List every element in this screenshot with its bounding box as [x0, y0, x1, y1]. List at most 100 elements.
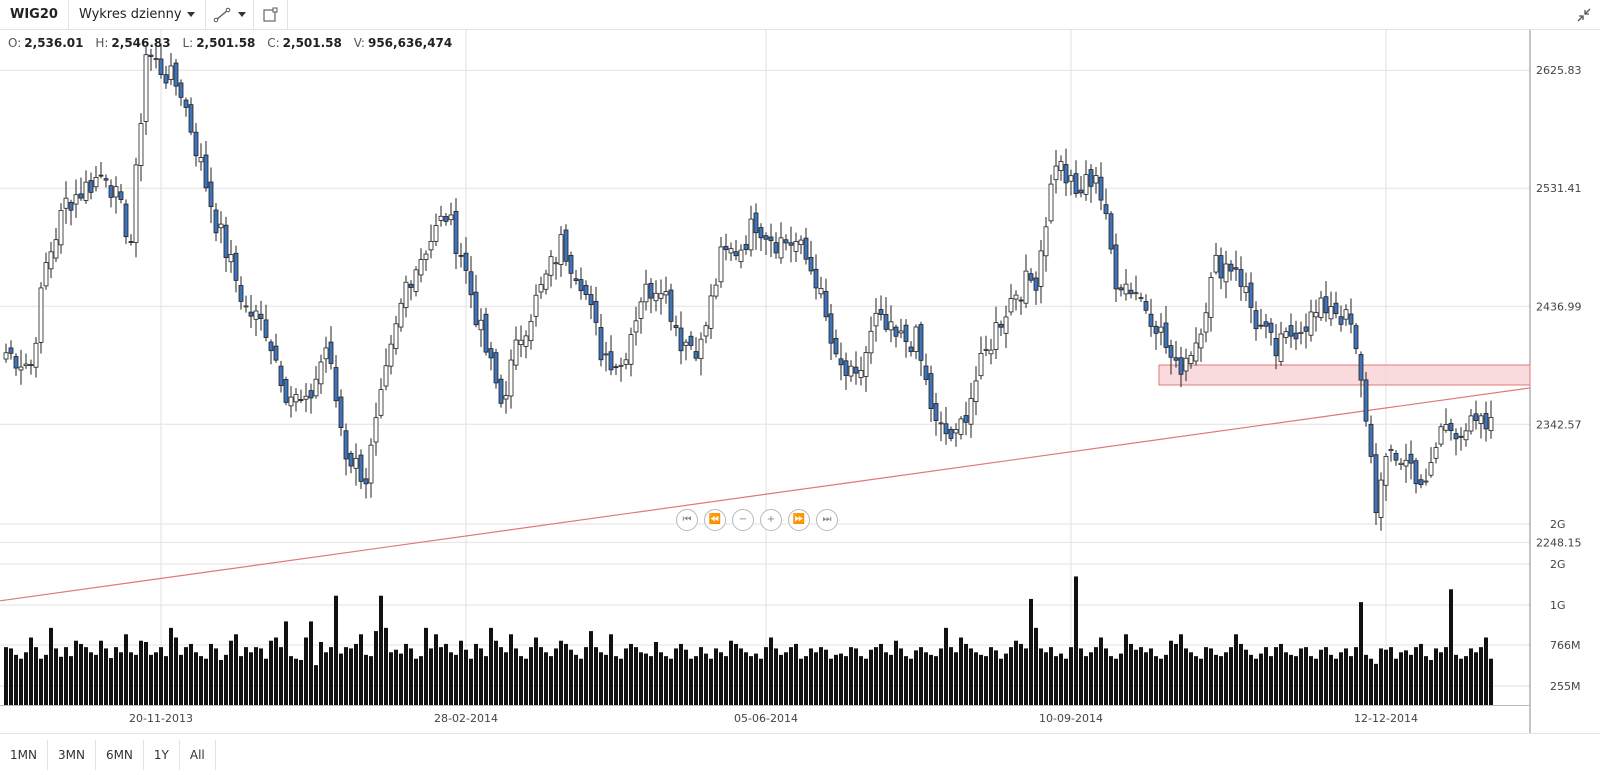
volume-bar [429, 648, 433, 705]
candle-body [553, 262, 559, 265]
candle-body [1403, 459, 1409, 467]
last-button[interactable]: ⏭ [816, 509, 838, 531]
candle-body [843, 360, 849, 376]
candle-body [1363, 379, 1369, 422]
candle-body [1258, 324, 1264, 327]
volume-bar [1239, 643, 1243, 705]
candle-body [448, 214, 454, 221]
candle-body [1303, 326, 1309, 332]
candle-body [153, 58, 159, 60]
candle-body [368, 444, 374, 484]
volume-bar [929, 654, 933, 705]
volume-bar [1314, 658, 1318, 705]
candle-body [108, 185, 114, 198]
volume-bar [999, 658, 1003, 705]
zoom-in-button[interactable]: + [760, 509, 782, 531]
volume-bar [169, 627, 173, 705]
volume-bar [1029, 598, 1033, 705]
candle-body [1223, 263, 1229, 283]
low-value: 2,501.58 [196, 36, 256, 50]
candle-body [758, 227, 764, 239]
candle-body [1218, 255, 1224, 279]
volume-bar [1139, 647, 1143, 705]
collapse-icon[interactable] [1576, 7, 1592, 23]
volume-bar [1359, 602, 1363, 705]
zoom-in-icon: + [766, 514, 776, 525]
trend-line [0, 387, 1531, 602]
range-3mn[interactable]: 3MN [48, 739, 96, 770]
candle-body [403, 281, 409, 308]
volume-bar [129, 652, 133, 705]
candle-body [1443, 424, 1449, 431]
candle-body [323, 347, 329, 360]
candle-body [533, 294, 539, 317]
line-draw-icon [213, 7, 230, 22]
volume-bar [274, 637, 278, 705]
price-chart[interactable]: 2625.83 2531.41 2436.99 2342.57 2248.15 2G 2G 1… [0, 30, 1600, 733]
candle-body [1348, 313, 1354, 325]
volume-bar [859, 656, 863, 705]
volume-bar [89, 652, 93, 705]
range-1mn[interactable]: 1MN [0, 739, 48, 770]
range-1y[interactable]: 1Y [144, 739, 180, 770]
back-button[interactable]: ⏪ [704, 509, 726, 531]
volume-bar [1399, 652, 1403, 705]
candle-body [1393, 453, 1399, 461]
volume-bar [229, 640, 233, 705]
first-button[interactable]: ⏮ [676, 509, 698, 531]
period-label: Wykres dzienny [78, 7, 182, 22]
candle-body [1208, 277, 1214, 318]
volume-bar [464, 649, 468, 705]
volume-bar [1459, 658, 1463, 705]
period-dropdown[interactable]: Wykres dzienny [69, 0, 206, 30]
candle-body [1283, 331, 1289, 338]
volume-bar [1344, 648, 1348, 705]
volume-bar [504, 652, 508, 705]
range-6mn[interactable]: 6MN [96, 739, 144, 770]
zoom-out-button[interactable]: − [732, 509, 754, 531]
volume-bar [1169, 640, 1173, 705]
range-all[interactable]: All [180, 739, 216, 770]
volume-bar [369, 656, 373, 705]
candle-body [1243, 286, 1249, 293]
candle-body [138, 123, 144, 166]
volume-bar [694, 656, 698, 705]
volume-bar [204, 658, 208, 705]
candle-body [3, 352, 9, 360]
volume-bar [309, 621, 313, 705]
forward-button[interactable]: ⏩ [788, 509, 810, 531]
first-icon: ⏮ [682, 514, 692, 525]
candle-body [123, 203, 129, 238]
volume-bar [1369, 658, 1373, 705]
volume-bar [214, 648, 218, 705]
volume-bar [854, 648, 858, 705]
volume-bar [469, 658, 473, 705]
low-label: L: [182, 36, 194, 50]
candle-body [53, 239, 59, 259]
candle-body [148, 54, 154, 57]
candle-body [948, 428, 954, 439]
volume-bar [1339, 652, 1343, 705]
candle-body [1013, 294, 1019, 300]
candle-body [773, 242, 779, 254]
candle-body [853, 366, 859, 374]
candle-body [438, 215, 444, 221]
volume-bar [764, 647, 768, 705]
volume-bar [104, 648, 108, 705]
rectangle-icon [263, 7, 278, 22]
candle-body [1343, 309, 1349, 320]
volume-bar [1289, 654, 1293, 705]
volume-bar [954, 652, 958, 705]
volume-bar [864, 658, 868, 705]
shape-tool-button[interactable] [254, 0, 288, 30]
volume-bar [704, 653, 708, 705]
candle-body [998, 323, 1004, 328]
candle-body [1148, 313, 1154, 327]
volume-bar [594, 647, 598, 705]
volume-bar [659, 652, 663, 705]
volume-bar [649, 656, 653, 705]
candle-body [973, 380, 979, 402]
draw-tool-button[interactable] [206, 0, 254, 30]
volume-bar [29, 637, 33, 705]
candle-body [1153, 325, 1159, 334]
